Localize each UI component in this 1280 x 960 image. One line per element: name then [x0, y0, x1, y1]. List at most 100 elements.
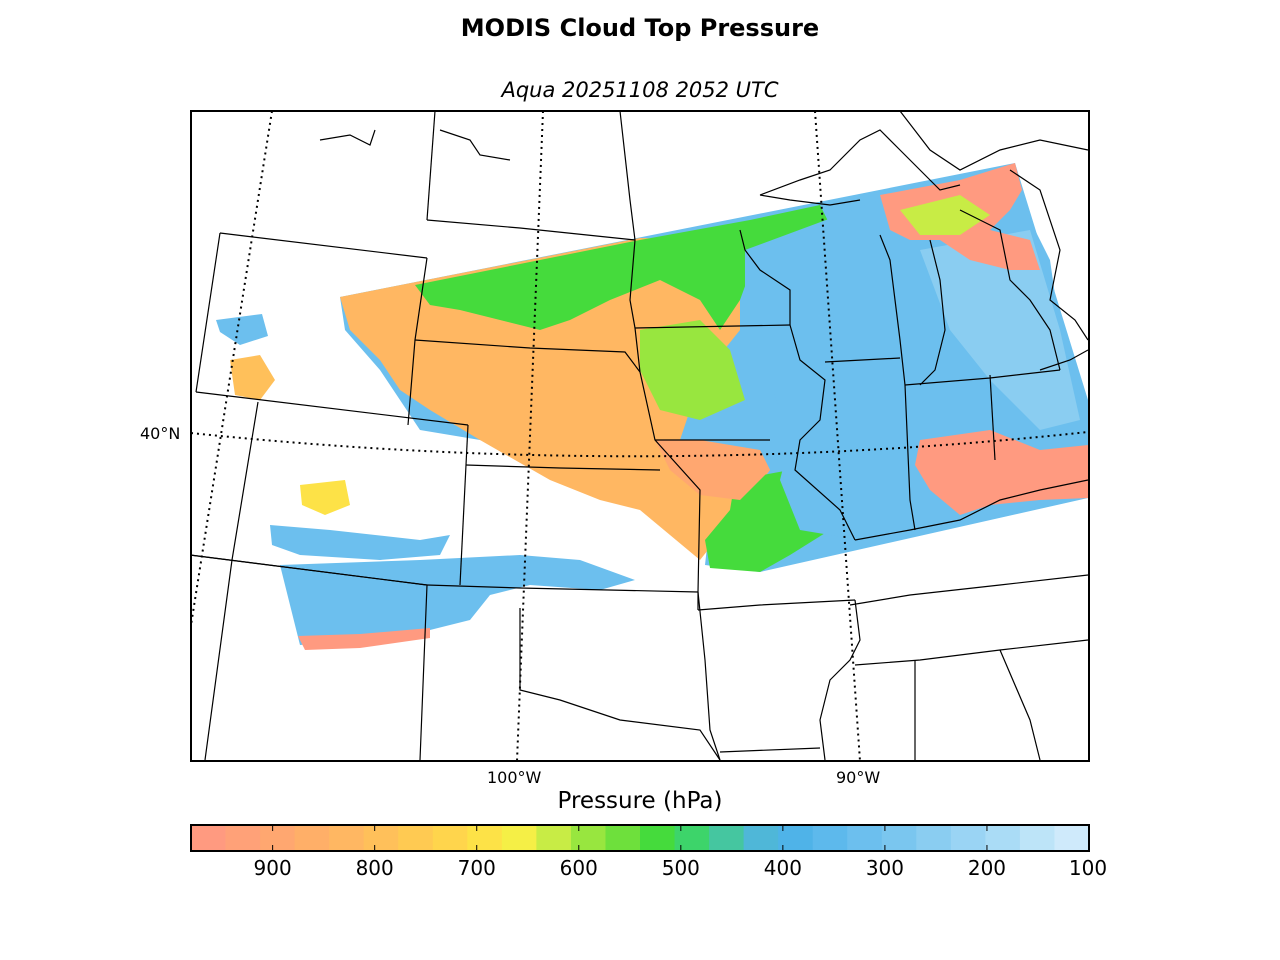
border-mo-ar: [697, 599, 856, 611]
lon-label-100w: 100°W: [487, 768, 542, 787]
colorbar-tick-label: 300: [865, 856, 904, 880]
colorbar-segment: [950, 825, 986, 851]
parallel-40n: [191, 431, 1089, 458]
swath-mid-cloud-east: [640, 320, 745, 420]
border-mn-west: [619, 111, 641, 373]
colorbar-segments: [191, 825, 1090, 851]
border-ne-ks: [465, 464, 661, 471]
colorbar-tick-label: 800: [355, 856, 394, 880]
border-wy-co: [195, 391, 469, 426]
meridian-90w: [814, 111, 861, 761]
border-in-oh: [989, 374, 996, 461]
border-mn-ia: [634, 324, 791, 329]
coast-lake-michigan-west: [879, 234, 906, 386]
border-ar-la: [719, 747, 821, 753]
coast-lake-erie: [1039, 349, 1089, 371]
border-mississippi-ia-il: [789, 324, 856, 541]
border-il-in: [904, 384, 916, 531]
swath-low-cloud-west: [340, 238, 770, 560]
lat-label-40n: 40°N: [140, 424, 181, 443]
colorbar-label: Pressure (hPa): [557, 788, 723, 814]
colorbar-tick-label: 200: [967, 856, 1007, 880]
border-mississippi-south: [819, 599, 861, 761]
graticule: [191, 111, 1089, 761]
border-nd-sd: [426, 219, 636, 241]
coast-lake-superior: [759, 194, 861, 206]
colorbar-segment: [847, 825, 883, 851]
border-mo-west: [639, 371, 701, 610]
coast-lower-michigan-east: [959, 209, 1061, 371]
colorbar-segment: [467, 825, 503, 851]
swath-mid-cloud-north: [415, 205, 830, 330]
border-wy-west: [195, 232, 221, 393]
colorbar-segment: [985, 825, 1021, 851]
figure-title: MODIS Cloud Top Pressure: [460, 14, 820, 42]
border-co-east: [459, 424, 469, 586]
border-ne-west: [407, 257, 428, 426]
colorbar-segment: [743, 825, 779, 851]
colorbar-segment: [570, 825, 607, 851]
swath-low-cloud-south-west-edge: [298, 628, 430, 650]
coast-red-lake: [439, 129, 511, 161]
colorbar-tick-label: 500: [661, 856, 700, 880]
coast-lake-of-woods: [319, 129, 376, 146]
figure-subtitle: Aqua 20251108 2052 UTC: [501, 78, 779, 102]
colorbar-segment: [294, 825, 330, 851]
colorbar-segment: [1054, 825, 1090, 851]
colorbar-segment: [191, 825, 227, 851]
colorbar-tick-label: 100: [1068, 856, 1108, 880]
colorbar-tick-label: 900: [253, 856, 292, 880]
colorbar-segment: [916, 825, 952, 851]
coast-canada-north: [899, 111, 1089, 171]
border-mn-wi: [739, 229, 791, 325]
colorbar-segment: [640, 825, 676, 851]
colorbar-tick-label: 600: [559, 856, 598, 880]
meridian-100w: [516, 111, 544, 761]
border-co-west: [204, 401, 259, 761]
colorbar-segment: [398, 825, 434, 851]
border-sd-west: [426, 111, 436, 221]
political-borders: [191, 111, 1089, 761]
colorbar-segment: [709, 825, 745, 851]
border-tn-south: [854, 639, 1089, 666]
colorbar-segment: [536, 825, 572, 851]
border-ky-tn: [849, 574, 1089, 606]
colorbar-segment: [329, 825, 365, 851]
swath-very-high-cloud: [920, 230, 1080, 430]
lon-label-90w: 90°W: [836, 768, 881, 787]
border-ok-east: [697, 591, 721, 761]
patch-colorado-high: [270, 525, 450, 560]
border-wy-north: [219, 232, 428, 259]
coast-upper-peninsula: [759, 129, 961, 196]
border-in-mi: [904, 369, 1061, 386]
colorbar-segment: [605, 825, 641, 851]
meridian-110w: [191, 111, 273, 626]
colorbar-tick-label: 400: [763, 856, 802, 880]
swath-low-cloud-ohio-valley: [915, 430, 1088, 515]
colorbar-segment: [225, 825, 261, 851]
coast-lake-huron: [1009, 169, 1089, 341]
border-co-nm: [191, 554, 428, 586]
colorbar-segment: [674, 825, 710, 851]
colorbar-tick-label: 700: [457, 856, 496, 880]
cloud-pressure-layer: [216, 163, 1088, 650]
colorbar-segment: [363, 825, 399, 851]
patch-wyoming-mid: [230, 355, 275, 400]
coast-lake-michigan-east: [919, 239, 946, 386]
map-frame: [190, 110, 1090, 762]
border-al-ga: [999, 649, 1041, 761]
colorbar-segment: [501, 825, 537, 851]
border-ks-ok: [426, 584, 699, 593]
colorbar-segment: [1019, 825, 1056, 851]
colorbar-segment: [778, 825, 814, 851]
swath-mid-cloud-upper-michigan: [900, 195, 990, 235]
map-layers: [191, 111, 1089, 761]
border-wi-il: [824, 357, 901, 363]
colorbar-frame: [190, 824, 1090, 852]
colorbar-segment: [881, 825, 917, 851]
patch-colorado-yellow: [300, 480, 350, 515]
colorbar-segment: [812, 825, 848, 851]
border-sd-ne: [414, 339, 641, 373]
